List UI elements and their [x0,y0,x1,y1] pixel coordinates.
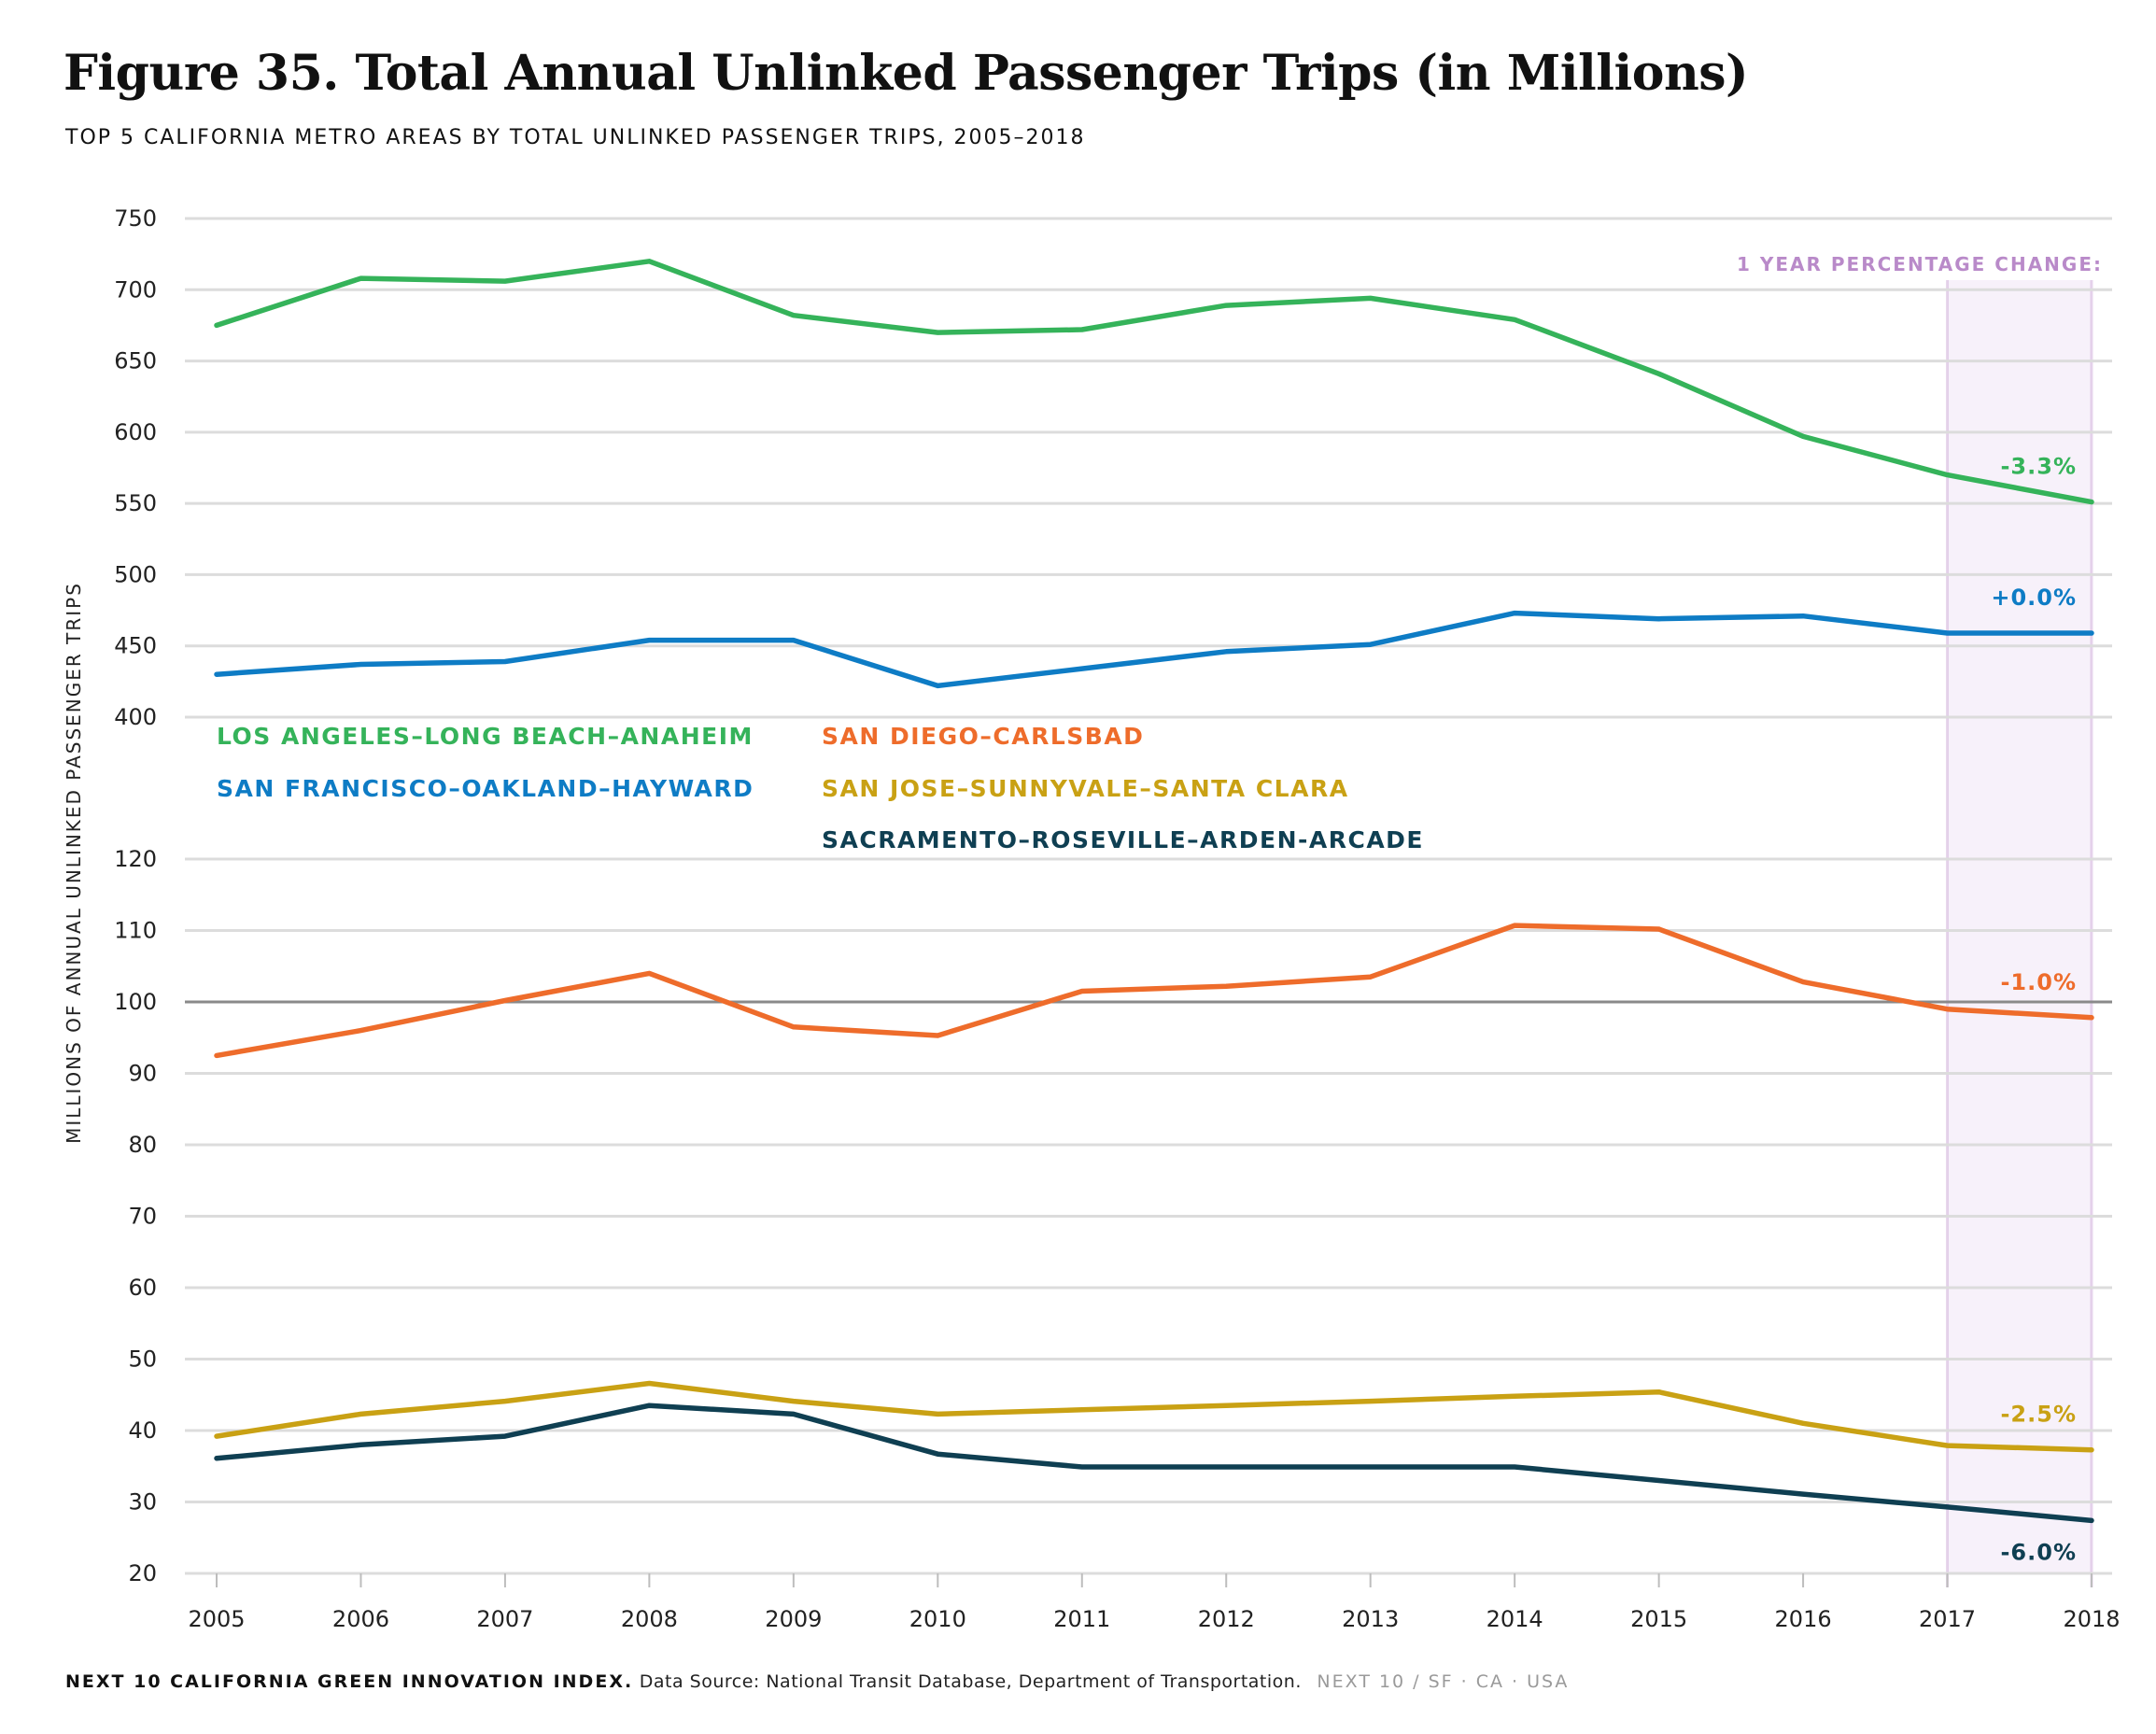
y-tick-label: 40 [128,1417,157,1444]
y-tick-label: 500 [114,561,157,587]
percent-change-label-1: +0.0% [1991,585,2077,611]
y-tick-label: 120 [114,846,157,872]
y-tick-label: 50 [128,1346,157,1373]
y-tick-label: 90 [128,1061,157,1087]
series-line-2 [214,923,2094,1059]
legend-entry-3: SAN JOSE–SUNNYVALE–SANTA CLARA [822,775,1349,802]
footer-brand: NEXT 10 / SF · CA · USA [1317,1671,1570,1692]
x-tick-label: 2005 [188,1606,245,1632]
percentage-change-labels: -3.3% +0.0% -1.0% -2.5% -6.0% [1991,454,2077,1566]
percentage-change-annotation: 1 YEAR PERCENTAGE CHANGE: [1737,253,2103,275]
series-line-0 [214,259,2094,505]
percent-change-label-0: -3.3% [2000,454,2077,480]
y-tick-labels: 400 450 500 550 600 650 700 750 20 30 40 50 60 70 80 90… [114,205,157,1586]
x-tick-label: 2010 [909,1606,966,1632]
percent-change-label-4: -6.0% [2000,1539,2077,1565]
series-line-4 [214,1403,2094,1524]
legend-entry-2: SAN DIEGO–CARLSBAD [822,723,1144,750]
x-tick-label: 2015 [1630,1606,1687,1632]
y-tick-label: 600 [114,419,157,445]
series-line-3 [214,1380,2094,1453]
chart-title: Figure 35. Total Annual Unlinked Passeng… [63,45,1749,102]
footer: NEXT 10 CALIFORNIA GREEN INNOVATION INDE… [65,1671,1569,1692]
chart-subtitle: TOP 5 CALIFORNIA METRO AREAS BY TOTAL UN… [65,126,1086,149]
y-tick-label: 450 [114,633,157,659]
series-lines [214,259,2094,1524]
x-tick-label: 2009 [765,1606,822,1632]
x-tick-label: 2013 [1342,1606,1399,1632]
x-tick-label: 2017 [1919,1606,1976,1632]
x-tick-label: 2014 [1487,1606,1543,1632]
y-tick-label: 400 [114,704,157,730]
legend: LOS ANGELES–LONG BEACH–ANAHEIM SAN FRANCI… [217,723,1424,853]
x-tick-label: 2008 [621,1606,678,1632]
y-tick-label: 100 [114,989,157,1015]
grid-lines [185,217,2112,1575]
y-tick-label: 750 [114,205,157,232]
x-tick-label: 2018 [2063,1606,2120,1632]
x-tick-label: 2006 [332,1606,389,1632]
y-tick-label: 60 [128,1275,157,1301]
legend-entry-4: SACRAMENTO–ROSEVILLE–ARDEN-ARCADE [822,826,1424,853]
y-tick-label: 70 [128,1204,157,1230]
percent-change-label-3: -2.5% [2000,1402,2077,1428]
x-tick-labels: 2005 2006 2007 2008 2009 2010 2011 2012 2013 2014… [188,1573,2121,1632]
legend-entry-0: LOS ANGELES–LONG BEACH–ANAHEIM [217,723,754,750]
y-tick-label: 550 [114,490,157,516]
y-tick-label: 20 [128,1560,157,1586]
footer-org: NEXT 10 CALIFORNIA GREEN INNOVATION INDE… [65,1671,634,1692]
series-line-1 [214,610,2094,689]
x-tick-label: 2007 [476,1606,533,1632]
y-tick-label: 30 [128,1489,157,1515]
y-tick-label: 110 [114,918,157,944]
x-tick-label: 2012 [1198,1606,1255,1632]
y-tick-label: 80 [128,1132,157,1158]
percent-change-label-2: -1.0% [2000,969,2077,995]
y-axis-label: MILLIONS OF ANNUAL UNLINKED PASSENGER TR… [63,582,85,1144]
legend-entry-1: SAN FRANCISCO–OAKLAND–HAYWARD [217,775,754,802]
footer-source: Data Source: National Transit Database, … [639,1671,1302,1692]
y-tick-label: 650 [114,348,157,374]
x-tick-label: 2016 [1775,1606,1832,1632]
x-tick-label: 2011 [1053,1606,1110,1632]
y-tick-label: 700 [114,276,157,303]
